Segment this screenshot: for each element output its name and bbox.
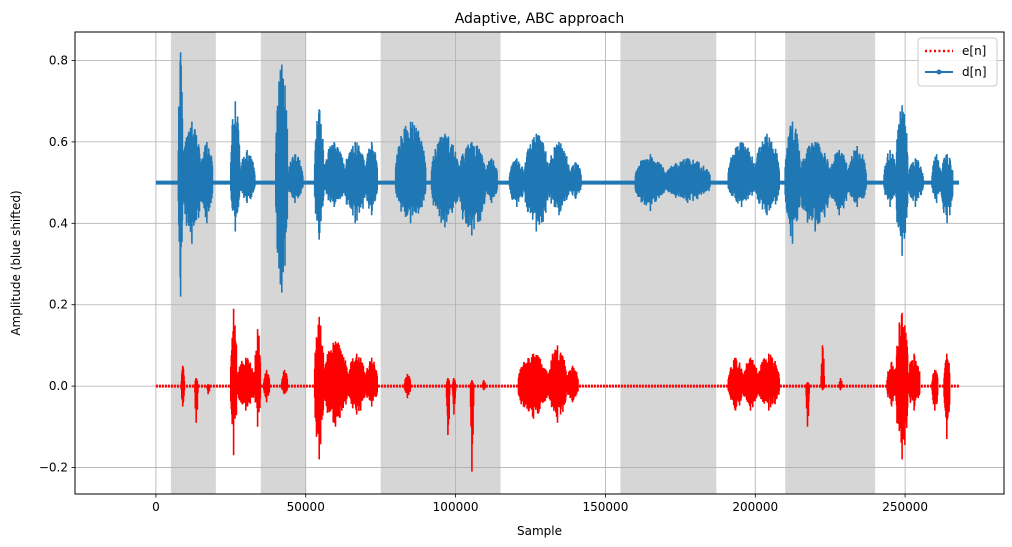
- series-burst: [820, 345, 825, 391]
- x-tick-label: 100000: [433, 500, 479, 514]
- series-burst: [263, 369, 271, 403]
- y-tick-label: −0.2: [39, 461, 68, 475]
- x-tick-label: 200000: [732, 500, 778, 514]
- x-tick-label: 0: [152, 500, 160, 514]
- series-burst: [484, 158, 498, 203]
- chart-title: Adaptive, ABC approach: [455, 11, 625, 27]
- series-burst: [784, 121, 801, 244]
- x-tick-label: 150000: [583, 500, 629, 514]
- series-burst: [895, 105, 909, 256]
- y-tick-label: 0.8: [49, 53, 68, 67]
- series-burst: [322, 141, 346, 207]
- series-burst: [200, 141, 214, 224]
- series-burst: [230, 101, 241, 232]
- series-burst: [508, 158, 526, 207]
- series-layer: [155, 52, 960, 472]
- y-tick-label: 0.2: [49, 298, 68, 312]
- series-burst: [523, 133, 550, 232]
- series-burst: [206, 384, 211, 395]
- series-burst: [547, 141, 571, 216]
- series-burst: [469, 380, 475, 472]
- series-burst: [907, 353, 921, 411]
- x-tick-label: 50000: [287, 500, 325, 514]
- series-burst: [943, 353, 951, 439]
- series-dn: [155, 52, 960, 297]
- series-burst: [481, 380, 487, 391]
- series-burst: [517, 353, 550, 419]
- series-burst: [445, 378, 451, 435]
- series-burst: [239, 150, 256, 203]
- series-burst: [430, 133, 460, 228]
- series-burst: [931, 154, 942, 203]
- series-burst: [634, 154, 667, 212]
- series-burst: [236, 357, 256, 411]
- series-burst: [847, 146, 867, 207]
- series-burst: [182, 121, 202, 244]
- series-burst: [931, 369, 939, 411]
- axes-frame: [74, 31, 1005, 495]
- series-burst: [886, 361, 897, 407]
- series-burst: [457, 141, 487, 236]
- series-burst: [287, 154, 304, 203]
- legend-label: e[n]: [962, 44, 986, 58]
- legend-marker: [936, 69, 942, 75]
- series-burst: [322, 341, 349, 427]
- legend-label: d[n]: [962, 65, 987, 79]
- shaded-region: [620, 32, 717, 494]
- series-burst: [364, 357, 378, 407]
- shaded-region: [170, 32, 216, 494]
- y-tick-label: 0.0: [49, 379, 68, 393]
- series-burst: [799, 141, 831, 232]
- series-burst: [346, 353, 367, 415]
- series-burst: [364, 141, 378, 216]
- series-burst: [829, 150, 849, 216]
- series-en: [155, 308, 960, 472]
- series-burst: [230, 308, 238, 456]
- series-burst: [547, 345, 568, 423]
- series-burst: [838, 378, 843, 391]
- shaded-region: [380, 32, 501, 494]
- series-burst: [281, 369, 289, 395]
- y-ticks: −0.2 0.0 0.2 0.4 0.6 0.8: [39, 53, 75, 475]
- x-ticks: 0 50000 100000 150000 200000 250000: [152, 494, 928, 514]
- grid: [75, 32, 1004, 494]
- series-burst: [403, 373, 411, 399]
- y-tick-label: 0.4: [49, 216, 68, 230]
- series-burst: [275, 64, 289, 293]
- series-burst: [451, 378, 457, 415]
- series-burst: [565, 365, 579, 403]
- series-burst: [757, 353, 780, 411]
- series-burst: [313, 316, 325, 460]
- shaded-regions: [170, 32, 876, 494]
- x-axis-label: Sample: [517, 524, 562, 538]
- series-burst: [664, 158, 711, 203]
- series-burst: [883, 150, 897, 207]
- series-burst: [254, 329, 262, 427]
- legend: e[n] d[n]: [917, 37, 998, 87]
- y-tick-label: 0.6: [49, 135, 68, 149]
- series-burst: [313, 109, 325, 240]
- series-burst: [754, 133, 780, 216]
- series-burst: [940, 154, 954, 224]
- series-burst: [394, 121, 427, 224]
- x-tick-label: 250000: [882, 500, 928, 514]
- series-burst: [895, 312, 909, 460]
- series-burst: [907, 158, 924, 207]
- series-burst: [343, 141, 367, 224]
- series-burst: [180, 365, 186, 407]
- y-axis-label: Amplitude (blue shifted): [9, 190, 23, 335]
- shaded-region: [785, 32, 876, 494]
- series-burst: [194, 378, 199, 423]
- series-burst: [727, 357, 745, 411]
- series-burst: [805, 382, 810, 427]
- series-burst: [568, 162, 582, 199]
- series-burst: [742, 357, 760, 411]
- series-burst: [727, 141, 757, 207]
